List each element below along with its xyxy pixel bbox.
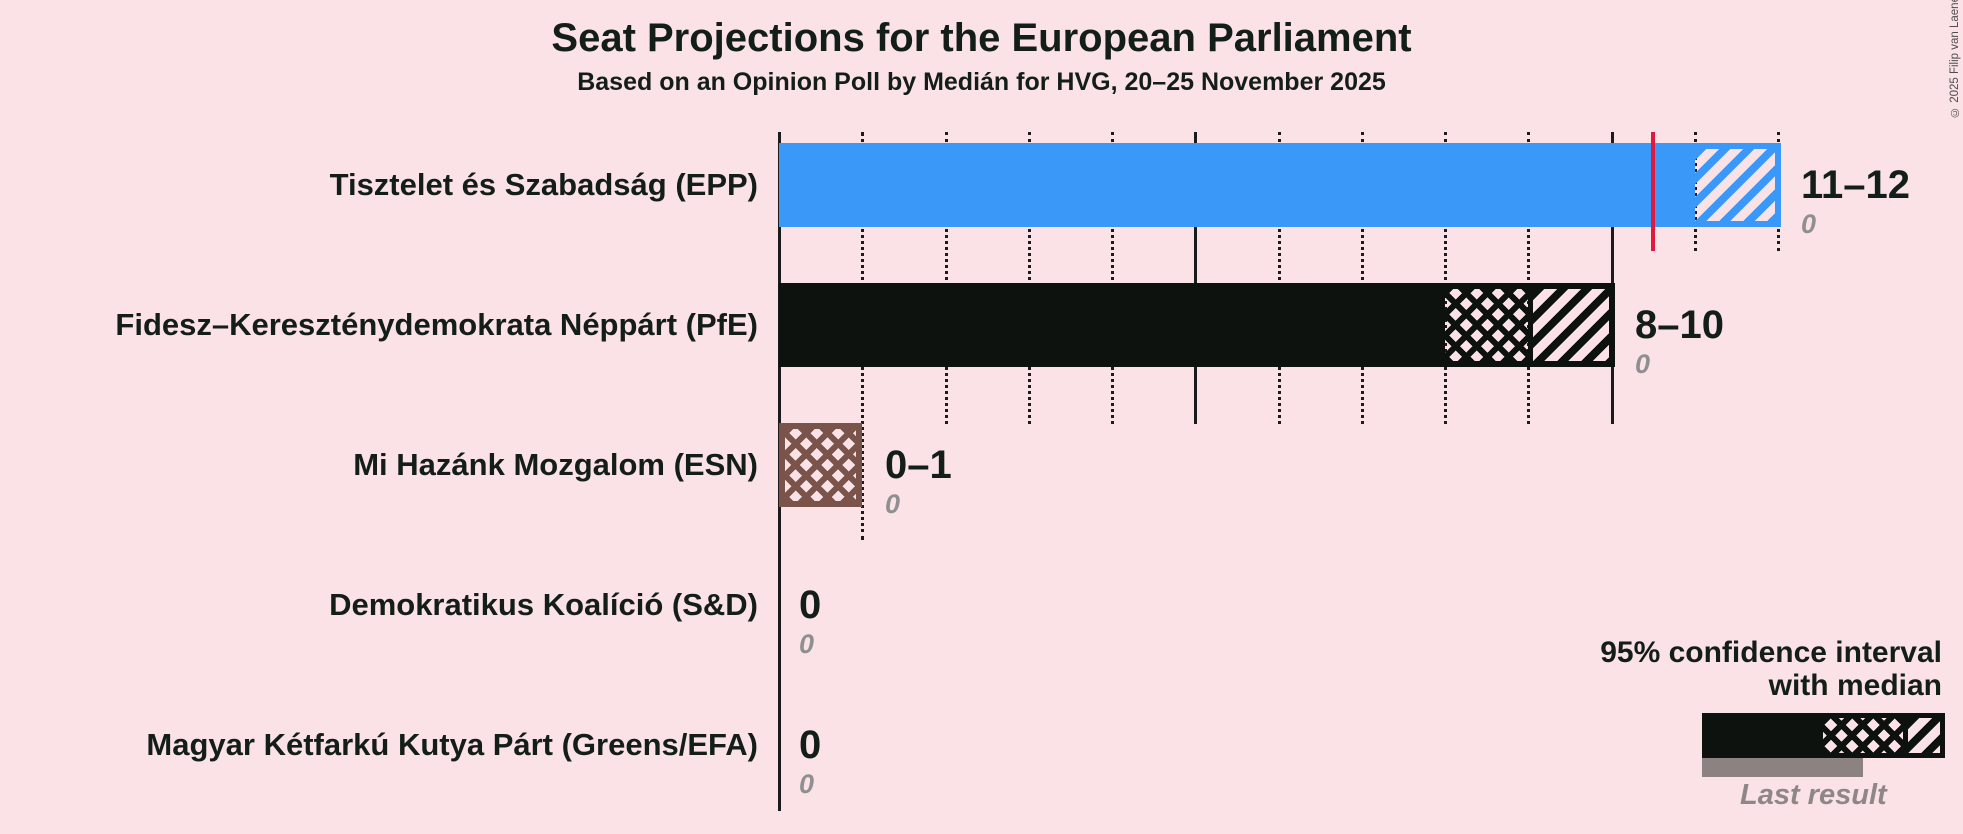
legend-ci-line2: with median xyxy=(1768,669,1942,702)
gridline-seat-8 xyxy=(1444,132,1447,424)
last-result-value: 0 xyxy=(1635,349,1651,379)
legend-last-result-label: Last result xyxy=(1740,779,1887,811)
bar-crosshatch-segment xyxy=(779,423,862,507)
chart-title: Seat Projections for the European Parlia… xyxy=(551,16,1412,60)
bar-diagonal-hatch-segment xyxy=(1695,143,1781,227)
seat-range-value: 0–1 xyxy=(885,443,952,487)
seat-range-value: 0 xyxy=(799,723,822,767)
party-label: Tisztelet és Szabadság (EPP) xyxy=(329,167,758,202)
party-label: Demokratikus Koalíció (S&D) xyxy=(329,587,758,622)
gridline-seat-7 xyxy=(1361,132,1364,424)
last-result-value: 0 xyxy=(799,769,815,799)
chart-subtitle: Based on an Opinion Poll by Medián for H… xyxy=(577,68,1386,96)
legend-swatch-crosshatch xyxy=(1823,713,1903,758)
gridline-seat-3 xyxy=(1028,132,1031,424)
party-label: Fidesz–Kereszténydemokrata Néppárt (PfE) xyxy=(115,307,758,342)
legend-ci-line1: 95% confidence interval xyxy=(1600,636,1942,669)
majority-threshold-line xyxy=(1651,132,1656,251)
seat-range-value: 0 xyxy=(799,583,822,627)
party-label: Magyar Kétfarkú Kutya Párt (Greens/EFA) xyxy=(146,727,758,762)
bar-solid-segment xyxy=(779,143,1695,227)
last-result-value: 0 xyxy=(1801,209,1817,239)
gridline-seat-5 xyxy=(1194,132,1197,424)
gridline-seat-9 xyxy=(1527,132,1530,424)
legend-swatch-solid xyxy=(1702,713,1823,758)
seat-range-value: 8–10 xyxy=(1635,303,1724,347)
gridline-seat-2 xyxy=(945,132,948,424)
seat-range-value: 11–12 xyxy=(1801,163,1911,207)
bar-solid-segment xyxy=(779,283,1445,367)
legend-swatch-diagonal-hatch xyxy=(1903,713,1945,758)
gridline-seat-4 xyxy=(1111,132,1114,424)
party-label: Mi Hazánk Mozgalom (ESN) xyxy=(353,447,758,482)
legend-last-result-bar xyxy=(1702,758,1863,777)
bar-diagonal-hatch-segment xyxy=(1528,283,1615,367)
gridline-seat-10 xyxy=(1611,132,1614,424)
last-result-value: 0 xyxy=(885,489,901,519)
bar-crosshatch-segment xyxy=(1445,283,1528,367)
gridline-seat-6 xyxy=(1278,132,1281,424)
last-result-value: 0 xyxy=(799,629,815,659)
legend-confidence-text: 95% confidence interval with median xyxy=(1600,636,1942,702)
